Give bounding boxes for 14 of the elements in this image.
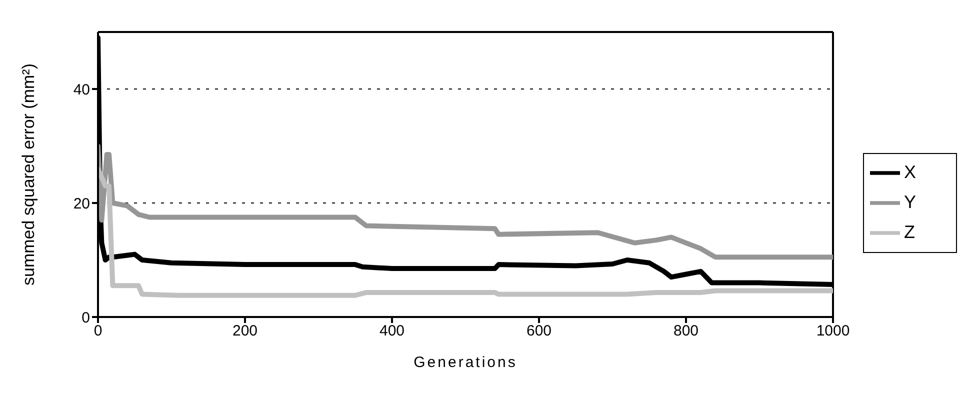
y-axis-title: summed squared error (mm²) bbox=[19, 64, 38, 286]
x-tick-label: 800 bbox=[673, 322, 699, 340]
legend-label: Y bbox=[904, 191, 916, 212]
legend-label: X bbox=[904, 161, 916, 182]
y-tick-label: 0 bbox=[82, 309, 90, 326]
x-tick-label: 400 bbox=[379, 322, 405, 340]
x-axis-title: Generations bbox=[414, 354, 518, 371]
y-tick-label: 20 bbox=[73, 195, 90, 212]
x-tick-label: 200 bbox=[232, 322, 258, 340]
y-tick-label: 40 bbox=[73, 81, 90, 98]
x-tick-label: 0 bbox=[94, 322, 102, 340]
x-tick-label: 600 bbox=[526, 322, 552, 340]
x-tick-label: 1000 bbox=[816, 322, 850, 340]
legend-label: Z bbox=[904, 221, 915, 242]
